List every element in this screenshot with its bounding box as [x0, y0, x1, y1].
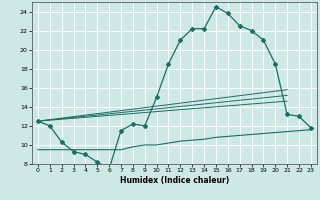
X-axis label: Humidex (Indice chaleur): Humidex (Indice chaleur)	[120, 176, 229, 185]
